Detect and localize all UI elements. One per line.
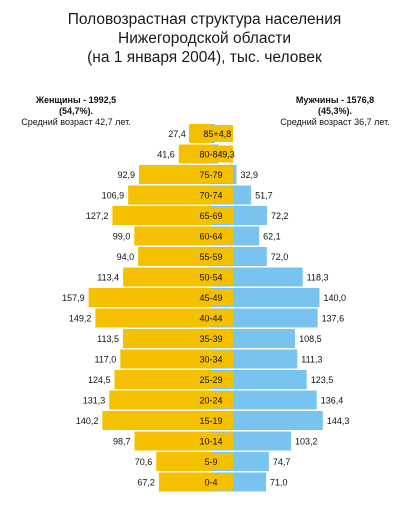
value-male-15-19: 144,3 — [327, 416, 350, 426]
value-female-50-54: 113,4 — [97, 273, 119, 283]
age-label-85+: 85+ — [203, 129, 218, 139]
value-female-45-49: 157,9 — [62, 293, 85, 303]
bar-male-45-49 — [211, 288, 320, 307]
bar-female-20-24 — [109, 390, 211, 410]
age-label-65-69: 65-69 — [199, 211, 222, 221]
value-male-30-34: 111,3 — [301, 355, 322, 365]
age-label-bg-5-9 — [189, 453, 233, 470]
bar-female-15-19 — [102, 411, 211, 430]
age-label-30-34: 30-34 — [199, 355, 222, 365]
age-label-70-74: 70-74 — [199, 191, 222, 201]
value-female-40-44: 149,2 — [69, 314, 92, 324]
value-female-65-69: 127,2 — [86, 211, 109, 221]
value-male-0-4: 71,0 — [270, 478, 288, 488]
bar-female-30-34 — [120, 349, 211, 369]
bar-female-40-44 — [95, 308, 211, 328]
age-label-5-9: 5-9 — [204, 457, 217, 467]
legend-male: Мужчины - 1576,8 (45,3%). Средний возрас… — [265, 95, 405, 128]
value-male-55-59: 72,0 — [271, 252, 289, 262]
chart-title-line-1: Половозрастная структура населения — [67, 11, 342, 28]
age-label-bg-15-19 — [189, 412, 233, 429]
value-female-0-4: 67,2 — [137, 478, 155, 488]
value-male-65-69: 72,2 — [271, 211, 289, 221]
age-label-40-44: 40-44 — [199, 314, 222, 324]
value-male-85+: 4,8 — [219, 129, 232, 139]
bar-male-25-29 — [211, 370, 307, 389]
age-label-35-39: 35-39 — [199, 334, 222, 344]
value-female-20-24: 131,3 — [83, 396, 106, 406]
value-female-85+: 27,4 — [168, 129, 186, 139]
age-label-75-79: 75-79 — [199, 170, 222, 180]
age-label-bg-65-69 — [189, 207, 233, 224]
value-male-25-29: 123,5 — [311, 375, 334, 385]
legend-female: Женщины - 1992,5 (54,7%). Средний возрас… — [6, 95, 146, 128]
age-label-bg-50-54 — [189, 268, 233, 286]
value-female-60-64: 99,0 — [113, 232, 131, 242]
age-label-bg-25-29 — [189, 371, 233, 388]
value-female-35-39: 113,5 — [97, 334, 119, 344]
age-label-bg-35-39 — [189, 330, 233, 347]
age-label-bg-45-49 — [189, 289, 233, 306]
age-label-0-4: 0-4 — [204, 478, 217, 488]
value-male-50-54: 118,3 — [307, 273, 329, 283]
bar-male-15-19 — [211, 411, 323, 430]
age-label-55-59: 55-59 — [199, 252, 222, 262]
bar-female-25-29 — [114, 370, 211, 389]
age-label-45-49: 45-49 — [199, 293, 222, 303]
age-label-bg-10-14 — [189, 432, 233, 450]
value-female-25-29: 124,5 — [88, 375, 111, 385]
value-male-35-39: 108,5 — [299, 334, 322, 344]
value-male-40-44: 137,6 — [322, 314, 345, 324]
chart-title-line-3: (на 1 января 2004), тыс. человек — [87, 49, 322, 66]
legend-female-share: (54,7%). — [58, 106, 93, 116]
value-female-5-9: 70,6 — [135, 457, 153, 467]
legend-female-avg-age: Средний возраст 42,7 лет. — [21, 117, 131, 127]
value-male-60-64: 62,1 — [263, 232, 281, 242]
age-label-60-64: 60-64 — [199, 232, 222, 242]
value-male-70-74: 51,7 — [255, 191, 273, 201]
value-female-15-19: 140,2 — [76, 416, 99, 426]
age-label-bg-30-34 — [189, 350, 233, 368]
age-label-15-19: 15-19 — [199, 416, 222, 426]
value-male-5-9: 74,7 — [273, 457, 291, 467]
bar-male-50-54 — [211, 267, 303, 287]
value-female-10-14: 98,7 — [113, 437, 131, 447]
chart-title-line-2: Нижегородской области — [118, 30, 291, 47]
legend-male-name: Мужчины - 1576,8 — [295, 95, 375, 105]
value-female-80-84: 41,6 — [157, 150, 175, 160]
bar-male-20-24 — [211, 390, 317, 410]
age-label-50-54: 50-54 — [199, 273, 222, 283]
value-male-75-79: 32,9 — [240, 170, 258, 180]
age-label-20-24: 20-24 — [199, 396, 222, 406]
age-label-25-29: 25-29 — [199, 375, 222, 385]
value-female-55-59: 94,0 — [117, 252, 135, 262]
age-label-bg-0-4 — [189, 473, 233, 491]
age-label-bg-55-59 — [189, 248, 233, 265]
legend-male-avg-age: Средний возраст 36,7 лет. — [280, 117, 390, 127]
age-label-bg-75-79 — [189, 166, 233, 183]
bar-female-65-69 — [112, 206, 211, 225]
age-label-bg-40-44 — [189, 309, 233, 327]
value-female-75-79: 92,9 — [117, 170, 135, 180]
chart-title: Половозрастная структура населения Нижег… — [0, 10, 409, 67]
age-label-10-14: 10-14 — [199, 437, 222, 447]
age-label-bg-70-74 — [189, 186, 233, 204]
value-male-80-84: 9,3 — [222, 150, 235, 160]
value-male-10-14: 103,2 — [295, 437, 318, 447]
value-female-70-74: 106,9 — [102, 191, 125, 201]
age-label-bg-20-24 — [189, 391, 233, 409]
age-label-80-84: 80-84 — [199, 150, 222, 160]
legend-female-name: Женщины - 1992,5 — [35, 95, 117, 105]
legend-male-share: (45,3%). — [317, 106, 352, 116]
value-male-45-49: 140,0 — [324, 293, 347, 303]
value-female-30-34: 117,0 — [94, 355, 116, 365]
value-male-20-24: 136,4 — [321, 396, 344, 406]
bar-female-45-49 — [88, 288, 211, 307]
age-label-bg-85+ — [189, 125, 233, 142]
bar-male-40-44 — [211, 308, 318, 328]
age-label-bg-60-64 — [189, 227, 233, 245]
age-label-bg-80-84 — [189, 145, 233, 163]
